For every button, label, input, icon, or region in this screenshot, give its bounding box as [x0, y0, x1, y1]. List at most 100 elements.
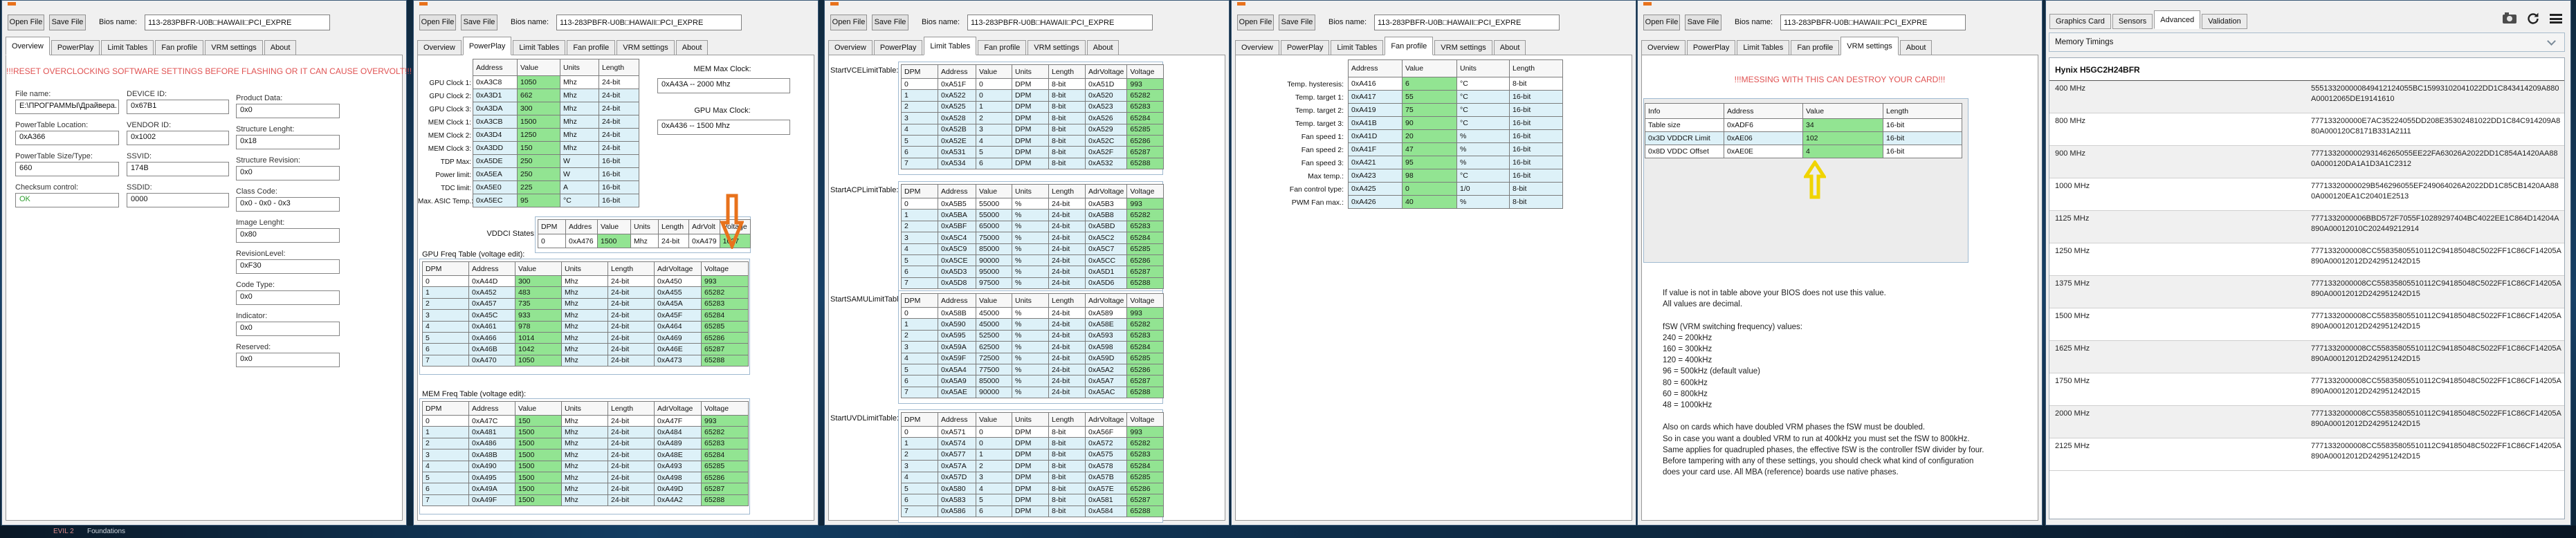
table-cell[interactable]: 0xA5C7	[1084, 243, 1128, 255]
table-cell[interactable]: Mhz	[561, 286, 608, 299]
table-cell[interactable]: 0xA416	[1348, 77, 1403, 91]
memory-timing-row[interactable]: 1500 MHz 7771332000008CC55835805510112C94…	[2049, 308, 2564, 341]
table-cell[interactable]: 2	[976, 460, 1012, 472]
table-cell[interactable]: 8-bit	[1509, 195, 1563, 209]
table-cell[interactable]: 65287	[1126, 494, 1164, 506]
tab-about[interactable]: About	[264, 40, 297, 55]
table-cell[interactable]: 24-bit	[608, 354, 655, 367]
table-cell[interactable]: 5	[976, 494, 1012, 506]
table-cell[interactable]: 0xA490	[468, 460, 515, 472]
table-cell[interactable]: 75	[1402, 103, 1457, 117]
table-cell[interactable]: 65288	[701, 354, 749, 367]
table-cell[interactable]: 24-bit	[608, 449, 655, 461]
table-cell[interactable]: 0xA59D	[1084, 352, 1128, 364]
table-cell[interactable]: 0xA580	[938, 482, 976, 495]
table-cell[interactable]: 24-bit	[1048, 329, 1086, 342]
table-cell[interactable]: 0xA469	[654, 331, 702, 344]
table-cell[interactable]: 65288	[1126, 386, 1164, 399]
table-cell[interactable]: 933	[515, 309, 562, 322]
table-cell[interactable]: 65287	[701, 483, 749, 495]
table-cell[interactable]: %	[1012, 277, 1049, 290]
table-cell[interactable]: 16-bit	[1883, 118, 1962, 132]
table-cell[interactable]: 16-bit	[1509, 103, 1563, 117]
table-cell[interactable]: 77500	[976, 363, 1012, 376]
table-cell[interactable]: 4	[901, 243, 938, 255]
table-cell[interactable]: 6	[1402, 77, 1457, 91]
table-cell[interactable]: DPM	[1012, 425, 1049, 438]
table-cell[interactable]: 16-bit	[1509, 90, 1563, 104]
table-cell[interactable]: 4	[422, 460, 469, 472]
table-cell[interactable]: 993	[701, 414, 749, 427]
open-file-button[interactable]: Open File	[419, 15, 456, 30]
save-file-button[interactable]: Save File	[872, 15, 908, 30]
save-file-button[interactable]: Save File	[1279, 15, 1315, 30]
table-cell[interactable]: 0xA57D	[938, 471, 976, 483]
table-cell[interactable]: 0xA46E	[654, 343, 702, 355]
table-cell[interactable]: °C	[1456, 90, 1510, 104]
table-cell[interactable]: 95	[517, 194, 560, 207]
table-cell[interactable]: 0xA531	[938, 146, 976, 158]
table-cell[interactable]: 993	[1126, 306, 1164, 319]
bios-name-input[interactable]	[1780, 15, 1966, 30]
table-cell[interactable]: 5	[901, 134, 938, 147]
table-cell[interactable]: 0xA417	[1348, 90, 1403, 104]
tab-limit-tables[interactable]: Limit Tables	[513, 40, 566, 55]
table-cell[interactable]: 8-bit	[1048, 460, 1086, 472]
field-input[interactable]: 0x0	[236, 353, 340, 367]
table-cell[interactable]: 6	[422, 343, 469, 355]
table-cell[interactable]: 90	[1402, 116, 1457, 130]
memory-timing-row[interactable]: 1625 MHz 7771332000008CC55835805510112C94…	[2049, 341, 2564, 373]
mem-max-clock-value[interactable]: 0xA43A -- 2000 Mhz	[657, 78, 790, 93]
table-cell[interactable]: DPM	[1012, 100, 1049, 113]
table-cell[interactable]: 0	[976, 77, 1012, 91]
tab-about[interactable]: About	[1899, 40, 1933, 55]
table-cell[interactable]: 0xA3DD	[473, 141, 518, 155]
table-cell[interactable]: DPM	[1012, 77, 1049, 91]
table-cell[interactable]: 3	[422, 309, 469, 322]
table-cell[interactable]: 0xA526	[1084, 112, 1128, 124]
table-cell[interactable]: 978	[515, 320, 562, 333]
table-cell[interactable]: 75000	[976, 232, 1012, 244]
table-cell[interactable]: 2	[901, 329, 938, 342]
table-cell[interactable]: 65285	[1126, 243, 1164, 255]
bios-name-input[interactable]	[967, 15, 1153, 30]
table-cell[interactable]: 0xA586	[938, 505, 976, 518]
table-cell[interactable]: 0xA41D	[1348, 129, 1403, 143]
table-cell[interactable]: 24-bit	[1048, 266, 1086, 278]
table-cell[interactable]: 662	[517, 89, 560, 102]
table-cell[interactable]: 24-bit	[608, 320, 655, 333]
table-cell[interactable]: 0xA5DE	[473, 154, 518, 168]
table-cell[interactable]: 300	[517, 102, 560, 115]
table-cell[interactable]: 0xA57E	[1084, 482, 1128, 495]
table-cell[interactable]: 65284	[1126, 112, 1164, 124]
memory-timings-dropdown[interactable]: Memory Timings	[2049, 33, 2565, 52]
table-cell[interactable]: 8-bit	[1509, 182, 1563, 196]
tab-vrm-settings[interactable]: VRM settings	[1027, 40, 1086, 55]
table-cell[interactable]: 6	[901, 146, 938, 158]
table-cell[interactable]: 0xA493	[654, 460, 702, 472]
table-cell[interactable]: 16-bit	[1509, 156, 1563, 169]
table-cell[interactable]: 16-bit	[1509, 116, 1563, 130]
table-cell[interactable]: 24-bit	[599, 128, 639, 142]
table-cell[interactable]: 0xA522	[938, 89, 976, 102]
table-cell[interactable]: 0xA45F	[654, 309, 702, 322]
table-cell[interactable]: 0xA58B	[938, 306, 976, 319]
table-cell[interactable]: 65284	[1126, 341, 1164, 353]
table-cell[interactable]: 0	[422, 414, 469, 427]
table-cell[interactable]: 2	[901, 100, 938, 113]
table-cell[interactable]: 0xA45C	[468, 309, 515, 322]
table-cell[interactable]: 24-bit	[1048, 232, 1086, 244]
table-cell[interactable]: 0xA598	[1084, 341, 1128, 353]
tab-fan-profile[interactable]: Fan profile	[1385, 37, 1434, 55]
table-cell[interactable]: DPM	[1012, 460, 1049, 472]
table-cell[interactable]: °C	[560, 194, 599, 207]
table-cell[interactable]: 225	[517, 180, 560, 194]
table-cell[interactable]: Mhz	[561, 494, 608, 507]
table-cell[interactable]: 1	[901, 437, 938, 449]
table-cell[interactable]: 0xA426	[1348, 195, 1403, 209]
table-cell[interactable]: 24-bit	[1048, 306, 1086, 319]
table-cell[interactable]: 0xA41B	[1348, 116, 1403, 130]
tab-powerplay[interactable]: PowerPlay	[1686, 40, 1736, 55]
tab-advanced[interactable]: Advanced	[2154, 10, 2201, 29]
table-cell[interactable]: DPM	[1012, 134, 1049, 147]
